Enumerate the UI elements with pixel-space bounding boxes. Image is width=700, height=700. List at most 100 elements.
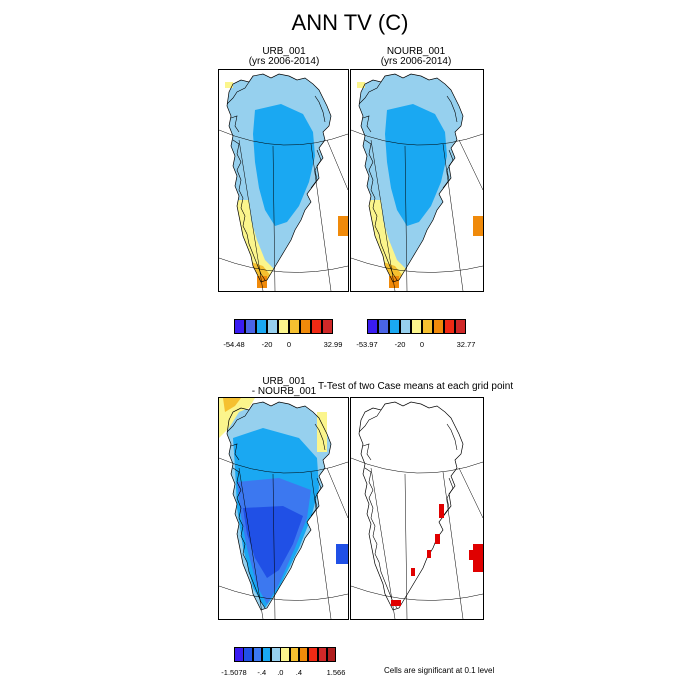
- urb-colorbar-tick-label: 32.99: [323, 340, 343, 349]
- longitude-line: [458, 467, 483, 519]
- longitude-line: [238, 139, 264, 291]
- urb-map: [219, 73, 348, 291]
- diff-colorbar-swatch: [326, 647, 337, 662]
- longitude-line: [326, 467, 348, 519]
- nourb-colorbar-tick-label: -53.97: [356, 340, 378, 349]
- urb-panel-title: URB_001 (yrs 2006-2014): [204, 47, 364, 67]
- nourb-map: [351, 73, 483, 291]
- diff-colorbar-swatch: [261, 647, 272, 662]
- nourb-map-panel: [350, 69, 484, 292]
- significant-cell: [391, 600, 401, 606]
- nourb-colorbar-tick-label: 0: [419, 340, 425, 349]
- latitude-line: [219, 257, 348, 273]
- field-blue: [253, 104, 315, 226]
- nourb-colorbar-tick-label: 32.77: [456, 340, 476, 349]
- nourb-colorbar: -53.97 -20 0 32.77: [356, 319, 475, 351]
- nourb-colorbar-tick-label: -20: [394, 340, 406, 349]
- nourb-colorbar-swatch: [367, 319, 379, 334]
- ttest-map: [351, 401, 483, 619]
- diff-colorbar-tick-label: .0: [277, 668, 284, 677]
- diff-colorbar-swatch: [252, 647, 263, 662]
- nourb-panel-title: NOURB_001 (yrs 2006-2014): [336, 47, 496, 67]
- latitude-line: [351, 457, 483, 474]
- greenland-outline: [226, 73, 332, 283]
- field-yellow: [229, 200, 275, 282]
- longitude-line: [326, 139, 348, 191]
- land-field: [227, 74, 331, 282]
- significant-cell: [435, 534, 440, 544]
- urb-colorbar-swatch: [245, 319, 257, 334]
- nourb-colorbar-swatch: [400, 319, 412, 334]
- land-field: [359, 74, 463, 282]
- significant-cell: [439, 504, 444, 518]
- urb-colorbar-swatch: [278, 319, 290, 334]
- diff-colorbar-swatch: [308, 647, 318, 662]
- latitude-line: [351, 257, 483, 273]
- field-blue: [385, 104, 447, 226]
- longitude-line: [272, 473, 276, 619]
- longitude-line: [404, 473, 408, 619]
- diff-title-line2: - NOURB_001: [251, 386, 317, 397]
- nourb-colorbar-swatch: [444, 319, 456, 334]
- coastline: [358, 81, 458, 281]
- diff-colorbar-tick-label: 1.566: [326, 668, 346, 677]
- diff-colorbar-tick-label: -1.5078: [221, 668, 247, 677]
- urb-colorbar: -54.48 -20 0 32.99: [223, 319, 342, 351]
- diff-colorbar-swatch: [234, 647, 244, 662]
- urb-colorbar-swatch: [311, 319, 323, 334]
- longitude-line: [238, 467, 264, 619]
- urb-colorbar-swatch: [289, 319, 301, 334]
- warm-corner: [223, 398, 241, 412]
- field-dark-blue: [243, 506, 303, 578]
- nourb-colorbar-swatch: [433, 319, 445, 334]
- significance-note: Cells are significant at 0.1 level: [384, 666, 495, 675]
- warm-edge: [317, 412, 327, 452]
- nourb-title-line2: (yrs 2006-2014): [380, 56, 452, 67]
- urb-colorbar-tick-label: 0: [286, 340, 292, 349]
- latitude-line: [351, 129, 483, 146]
- diff-colorbar-swatch: [271, 647, 281, 662]
- coastline: [226, 409, 326, 609]
- coastline: [358, 409, 458, 609]
- urb-colorbar-swatch: [256, 319, 268, 334]
- longitude-line: [404, 145, 408, 291]
- longitude-line: [370, 139, 396, 291]
- diff-colorbar-swatch: [280, 647, 290, 662]
- coastline: [226, 81, 326, 281]
- latitude-line: [219, 129, 348, 146]
- diff-title-line1: URB_001: [262, 376, 306, 387]
- urb-title-line2: (yrs 2006-2014): [248, 56, 320, 67]
- nourb-title-line1: NOURB_001: [386, 46, 446, 57]
- nourb-colorbar-swatch: [422, 319, 434, 334]
- urb-colorbar-swatch: [234, 319, 246, 334]
- urb-colorbar-swatch: [300, 319, 312, 334]
- latitude-line: [219, 457, 348, 474]
- urb-title-line1: URB_001: [262, 46, 306, 57]
- longitude-line: [458, 139, 483, 191]
- corner-cell: [336, 544, 348, 564]
- field-yellow: [361, 200, 407, 282]
- corner-cell: [357, 82, 365, 88]
- latitude-line: [219, 585, 348, 601]
- longitude-line: [442, 471, 464, 619]
- diff-colorbar-swatch: [243, 647, 253, 662]
- diff-colorbar-tick-label: .4: [295, 668, 303, 677]
- longitude-line: [310, 143, 332, 291]
- chart-title: ANN TV (C): [291, 10, 409, 35]
- ttest-panel-title: T-Test of two Case means at each grid po…: [318, 381, 514, 392]
- diff-map: [219, 398, 348, 619]
- diff-map-panel: [218, 397, 349, 620]
- nourb-colorbar-swatch: [455, 319, 467, 334]
- nourb-colorbar-swatch: [378, 319, 390, 334]
- significant-cell: [469, 550, 473, 560]
- diff-colorbar-tick-label: -.4: [257, 668, 267, 677]
- diff-colorbar-swatch: [289, 647, 300, 662]
- greenland-outline: [226, 401, 332, 611]
- corner-cell: [338, 216, 348, 236]
- urb-colorbar-swatch: [267, 319, 279, 334]
- longitude-line: [310, 471, 332, 619]
- corner-cell: [225, 82, 233, 88]
- latitude-line: [351, 585, 483, 601]
- diff-colorbar-swatch: [298, 647, 309, 662]
- diff-colorbar-swatch: [317, 647, 328, 662]
